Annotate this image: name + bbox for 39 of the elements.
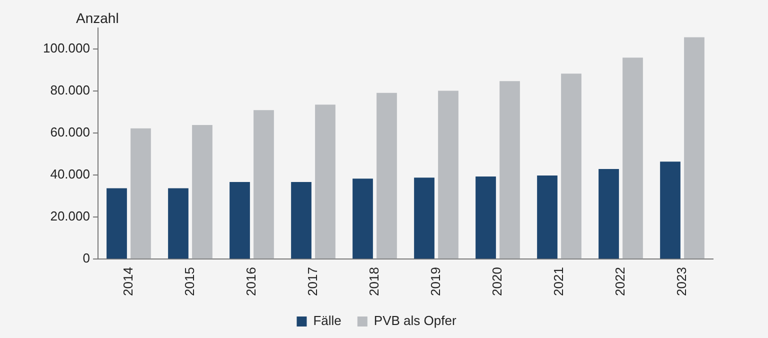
bar	[476, 176, 496, 259]
bar	[315, 104, 336, 259]
bar	[438, 90, 458, 259]
bar	[254, 110, 274, 259]
bar	[376, 92, 397, 259]
x-tick-label: 2018	[366, 267, 382, 296]
x-tick-label: 2019	[428, 267, 443, 296]
bar	[537, 175, 558, 259]
x-tick-label: 2016	[243, 267, 258, 296]
y-tick-label: 80.000	[50, 82, 90, 98]
legend-label: PVB als Opfer	[374, 313, 457, 328]
bar	[622, 58, 643, 259]
y-tick-label: 60.000	[50, 124, 90, 140]
legend-label: Fälle	[313, 313, 342, 328]
bar	[500, 81, 520, 259]
x-tick-label: 2015	[182, 267, 197, 296]
bar	[684, 37, 704, 259]
bar	[561, 74, 582, 259]
bar	[660, 162, 680, 259]
y-tick-label: 0	[82, 250, 90, 266]
bar	[291, 182, 312, 259]
x-tick-label: 2023	[674, 267, 689, 296]
bar	[168, 188, 188, 259]
x-tick-label: 2021	[550, 267, 566, 296]
x-tick-label: 2022	[612, 267, 628, 296]
y-axis-title: Anzahl	[76, 10, 119, 26]
y-tick-label: 20.000	[50, 208, 90, 224]
y-tick-label: 40.000	[50, 166, 90, 182]
x-tick-label: 2017	[304, 267, 320, 296]
bar	[598, 168, 619, 259]
x-tick-label: 2014	[120, 267, 136, 296]
bar	[130, 128, 151, 259]
bar	[414, 178, 434, 259]
bar	[106, 188, 127, 259]
x-tick-label: 2020	[489, 267, 504, 296]
y-tick-label: 100.000	[42, 40, 90, 56]
bar	[230, 182, 250, 259]
bar	[192, 125, 212, 259]
bar	[352, 178, 373, 259]
